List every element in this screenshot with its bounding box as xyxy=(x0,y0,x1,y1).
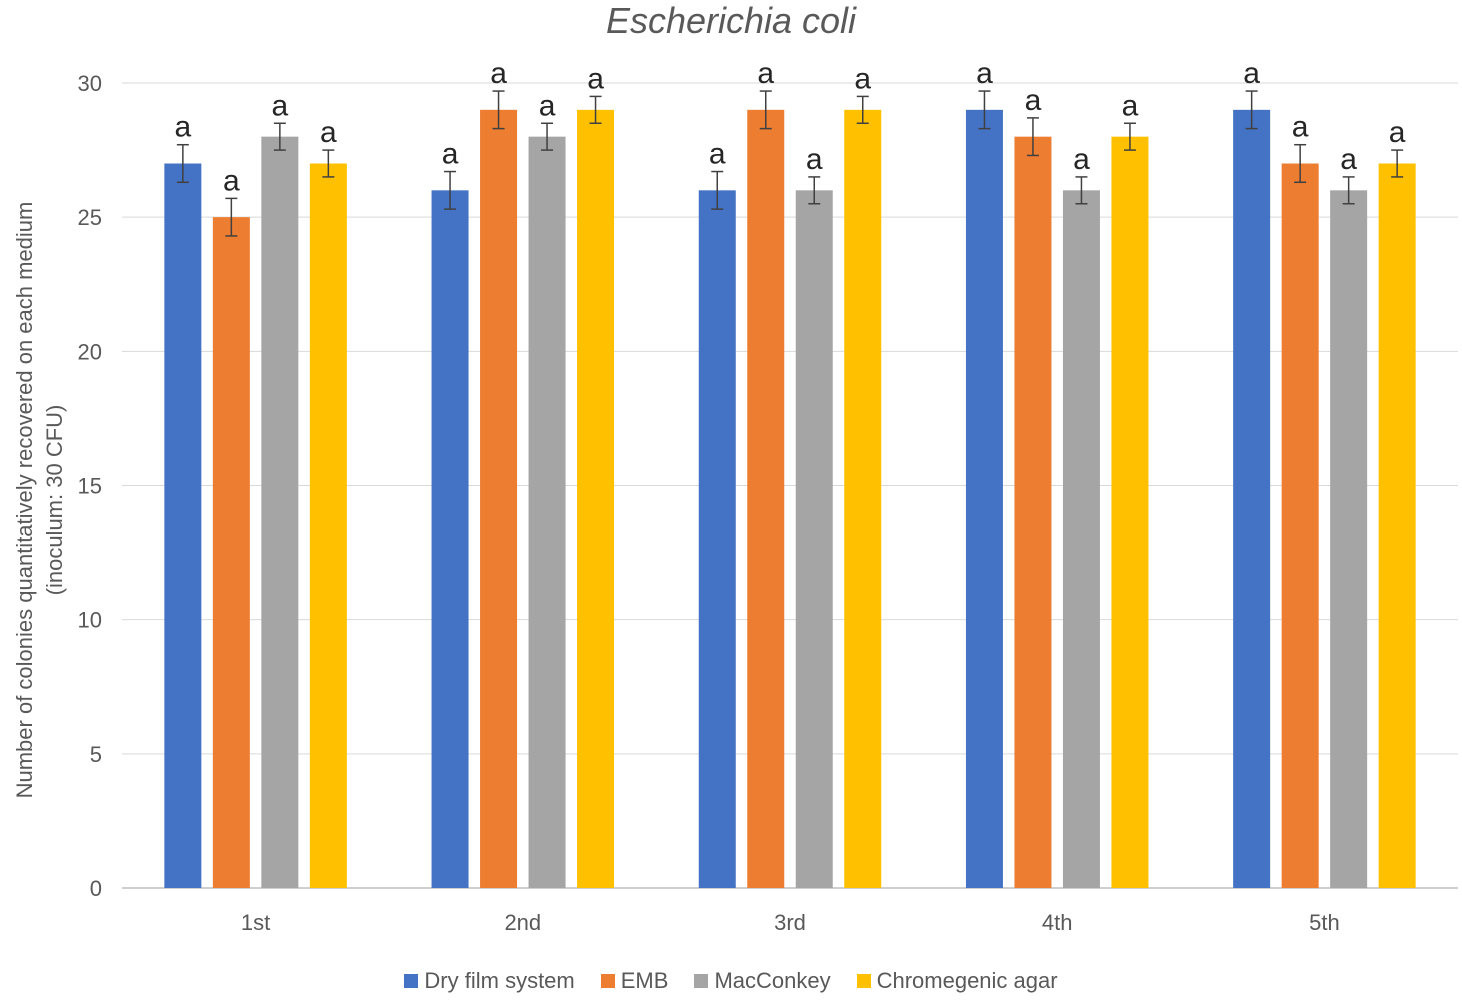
legend-item: Dry film system xyxy=(404,968,575,994)
bar xyxy=(747,109,785,889)
bar xyxy=(480,109,518,889)
data-label: a xyxy=(442,138,459,171)
bar xyxy=(261,136,299,888)
bar xyxy=(528,136,566,888)
legend: Dry film system EMB MacConkey Chromegenic a… xyxy=(0,968,1462,994)
y-tick-label: 30 xyxy=(78,71,102,96)
data-label: a xyxy=(709,138,726,171)
legend-item: MacConkey xyxy=(694,968,831,994)
data-label: a xyxy=(1292,111,1309,144)
bar xyxy=(1378,163,1416,888)
bar xyxy=(309,163,347,888)
data-label: a xyxy=(1389,116,1406,149)
data-label: a xyxy=(175,111,192,144)
data-label: a xyxy=(223,164,240,197)
data-label: a xyxy=(1340,143,1357,176)
data-label: a xyxy=(1073,143,1090,176)
data-label: a xyxy=(1243,57,1260,90)
bar xyxy=(795,190,833,889)
bar xyxy=(164,163,202,888)
legend-swatch xyxy=(404,974,419,988)
bar xyxy=(1330,190,1368,889)
data-label: a xyxy=(1025,84,1042,117)
data-label: a xyxy=(976,57,993,90)
bar xyxy=(212,217,250,888)
x-tick-label: 3rd xyxy=(774,910,806,935)
bar xyxy=(577,109,615,889)
bar-chart: 051015202530aaaa1staaaa2ndaaaa3rdaaaa4th… xyxy=(78,57,1458,935)
y-tick-label: 25 xyxy=(78,205,102,230)
y-tick-label: 0 xyxy=(90,876,102,901)
bar xyxy=(1062,190,1100,889)
data-label: a xyxy=(320,116,337,149)
legend-swatch xyxy=(856,974,871,988)
data-label: a xyxy=(854,62,871,95)
legend-swatch xyxy=(600,974,615,988)
y-tick-label: 15 xyxy=(78,474,102,499)
bar xyxy=(1233,109,1271,889)
x-tick-label: 4th xyxy=(1042,910,1073,935)
data-label: a xyxy=(490,57,507,90)
data-label: a xyxy=(587,62,604,95)
y-tick-label: 5 xyxy=(90,742,102,767)
x-tick-label: 1st xyxy=(241,910,270,935)
bar xyxy=(965,109,1003,889)
x-tick-label: 2nd xyxy=(504,910,541,935)
legend-item: Chromegenic agar xyxy=(856,968,1058,994)
legend-label: EMB xyxy=(620,968,669,993)
bar xyxy=(844,109,882,889)
legend-label: Chromegenic agar xyxy=(876,968,1058,993)
data-label: a xyxy=(806,143,823,176)
legend-item: EMB xyxy=(600,968,669,994)
legend-label: MacConkey xyxy=(714,968,831,993)
bar xyxy=(431,190,469,889)
bar xyxy=(698,190,736,889)
y-tick-label: 20 xyxy=(78,339,102,364)
data-label: a xyxy=(757,57,774,90)
data-label: a xyxy=(1122,89,1139,122)
bar xyxy=(1111,136,1149,888)
data-label: a xyxy=(539,89,556,122)
chart-title: Escherichia coli xyxy=(605,0,857,41)
bar xyxy=(1281,163,1319,888)
data-label: a xyxy=(272,89,289,122)
y-tick-label: 10 xyxy=(78,608,102,633)
bar xyxy=(1014,136,1052,888)
legend-swatch xyxy=(694,974,709,988)
x-tick-label: 5th xyxy=(1309,910,1340,935)
legend-label: Dry film system xyxy=(424,968,575,993)
